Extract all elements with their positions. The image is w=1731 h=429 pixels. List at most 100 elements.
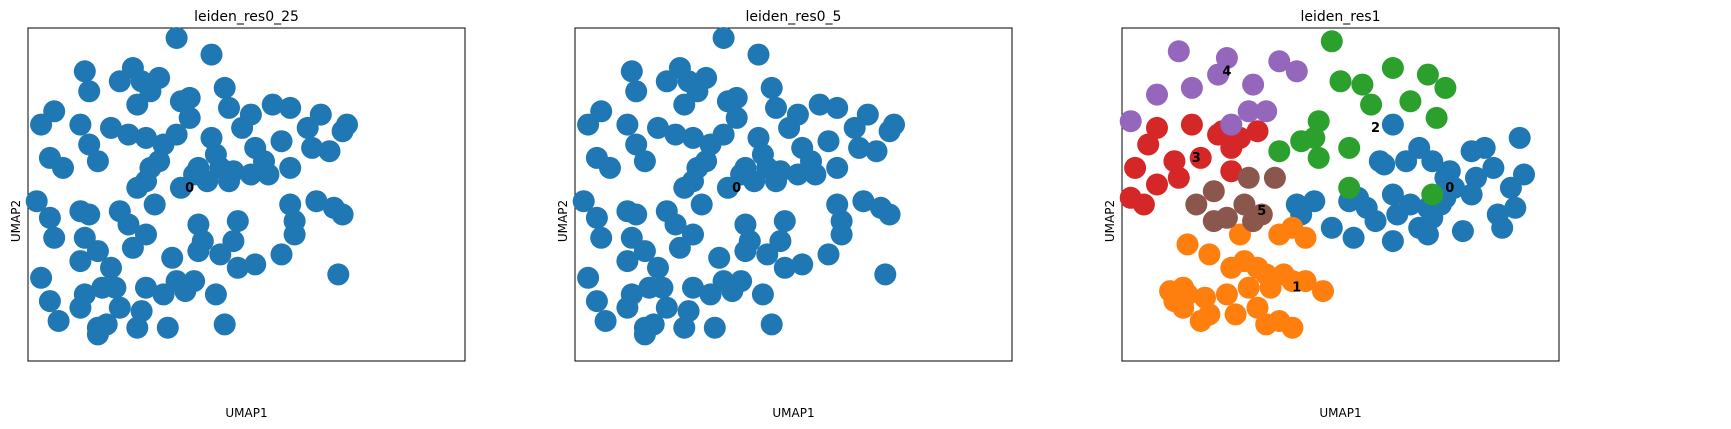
cluster-0-point [760, 76, 783, 99]
cluster-0-point [336, 113, 358, 136]
cluster-0-point [826, 193, 849, 216]
cluster-0-point [673, 176, 696, 199]
cluster-2-point [1381, 57, 1404, 79]
cluster-0-point [104, 276, 127, 299]
cluster-2-point [1416, 63, 1439, 86]
cluster-3-point [1132, 193, 1155, 216]
cluster-3-point [1220, 160, 1243, 183]
cluster-0-point [594, 310, 617, 332]
cluster-0-point [174, 280, 197, 303]
cluster-0-point [187, 213, 210, 236]
cluster-0-point [585, 206, 608, 229]
cluster-3-point [1146, 116, 1168, 139]
cluster-0-point [778, 116, 801, 139]
cluster-2-point [1399, 90, 1422, 113]
cluster-0-point [327, 263, 350, 286]
cluster-0-point [25, 190, 48, 213]
cluster-4-point [1220, 113, 1243, 136]
cluster-0-point [296, 116, 319, 139]
cluster-2-point [1320, 30, 1343, 53]
panel-title: leiden_res0_25 [194, 9, 299, 25]
cluster-0-point [791, 253, 814, 276]
cluster-1-point [1259, 276, 1282, 299]
cluster-0-point [874, 263, 897, 286]
cluster-2-point [1434, 76, 1457, 99]
cluster-0-point [270, 243, 293, 266]
cluster-0-point [218, 96, 240, 119]
cluster-0-point [69, 296, 92, 319]
cluster-0-point [69, 113, 92, 136]
cluster-0-point [305, 190, 328, 213]
cluster-2-point [1290, 130, 1313, 153]
cluster-0-point [682, 276, 704, 299]
cluster-0-point [78, 203, 101, 226]
cluster-0-point [756, 243, 779, 266]
cluster-3-point [1167, 166, 1190, 189]
cluster-5-point [1237, 166, 1260, 189]
cluster-labels-group: 0 [185, 181, 194, 196]
cluster-0-point [1342, 226, 1365, 249]
cluster-0-point [708, 246, 731, 269]
y-axis-label: UMAP2 [556, 199, 570, 243]
scatter-panel-1: leiden_res0_25 0 UMAP1 UMAP2 [0, 0, 560, 429]
cluster-0-point [883, 113, 905, 136]
cluster-1-point [1281, 270, 1304, 293]
cluster-0-point [117, 213, 140, 236]
cluster-0-point [804, 163, 827, 186]
cluster-0-point [677, 300, 700, 323]
cluster-0-point [86, 323, 109, 346]
cluster-1-point [1189, 310, 1212, 332]
cluster-1-point [1255, 313, 1278, 336]
cluster-0-point [878, 203, 901, 226]
cluster-labels-group: 0 [732, 181, 741, 196]
cluster-0-point [734, 240, 757, 263]
cluster-0-point [231, 116, 254, 139]
cluster-0-point [196, 170, 219, 193]
cluster-0-point [1482, 156, 1505, 179]
cluster-0-point [43, 226, 66, 249]
cluster-0-point [651, 276, 674, 299]
cluster-0-point [843, 116, 866, 139]
cluster-0-point [204, 283, 227, 306]
cluster-3-point [1146, 173, 1168, 196]
cluster-0-point [239, 163, 262, 186]
cluster-4-point [1237, 100, 1260, 123]
cluster-0-point [808, 93, 831, 116]
cluster-0-point [279, 96, 302, 119]
cluster-3-point [1124, 156, 1147, 179]
points-group [1119, 30, 1535, 339]
cluster-4-point [1255, 100, 1278, 123]
cluster-0-point [765, 170, 787, 193]
cluster-0-point [135, 126, 157, 149]
cluster-0-point [577, 113, 600, 136]
cluster-0-point [647, 116, 669, 139]
cluster-0-point [786, 163, 809, 186]
cluster-1-point [1268, 223, 1291, 246]
cluster-0-point [78, 80, 101, 103]
cluster-0-point [318, 140, 341, 163]
cluster-0-point [1451, 220, 1474, 243]
cluster-0-point [244, 136, 267, 159]
cluster-0-point [743, 170, 766, 193]
cluster-2-point [1425, 106, 1448, 129]
cluster-0-point [108, 296, 131, 319]
cluster-0-point [86, 150, 109, 173]
cluster-0-point [852, 190, 875, 213]
cluster-0-point [108, 70, 131, 93]
cluster-5-point [1202, 210, 1225, 233]
cluster-1-point [1224, 303, 1247, 326]
cluster-2-point [1360, 93, 1383, 116]
cluster-1-point [1198, 243, 1221, 266]
cluster-0-point [668, 236, 691, 259]
cluster-3-point [1137, 133, 1160, 156]
cluster-1-point [1246, 296, 1269, 319]
cluster-0-point [826, 156, 849, 179]
cluster-5-point [1202, 180, 1225, 203]
cluster-0-point [30, 113, 53, 136]
cluster-0-point [156, 316, 179, 339]
cluster-0-point [126, 93, 149, 116]
cluster-0-point [226, 210, 249, 233]
cluster-0-point [817, 243, 840, 266]
cluster-0-point [1364, 210, 1387, 233]
cluster-0-point [1386, 203, 1409, 226]
